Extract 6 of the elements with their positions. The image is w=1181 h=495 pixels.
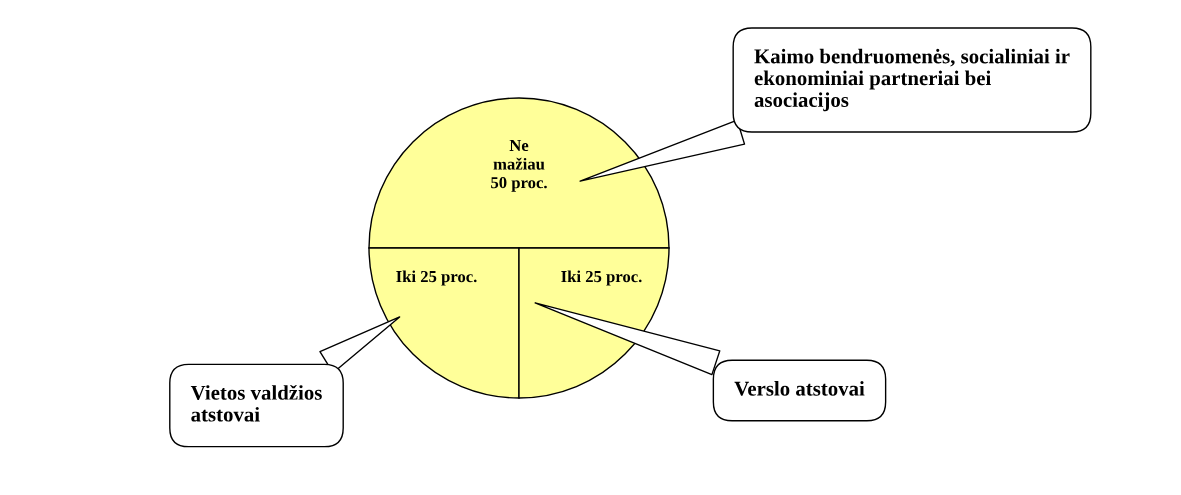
slice-label: Kaimo bendruomenės, socialiniai ir ekonominiai partneriai bei asociacijos xyxy=(754,48,1070,112)
slice-label: Vietos valdžios atstovai xyxy=(190,384,322,422)
slice-label: Verslo atstovai xyxy=(734,381,865,396)
data-label: Iki 25 proc. xyxy=(396,270,477,286)
data-label: Ne mažiau 50 proc. xyxy=(491,140,547,192)
data-label: Iki 25 proc. xyxy=(561,270,642,286)
